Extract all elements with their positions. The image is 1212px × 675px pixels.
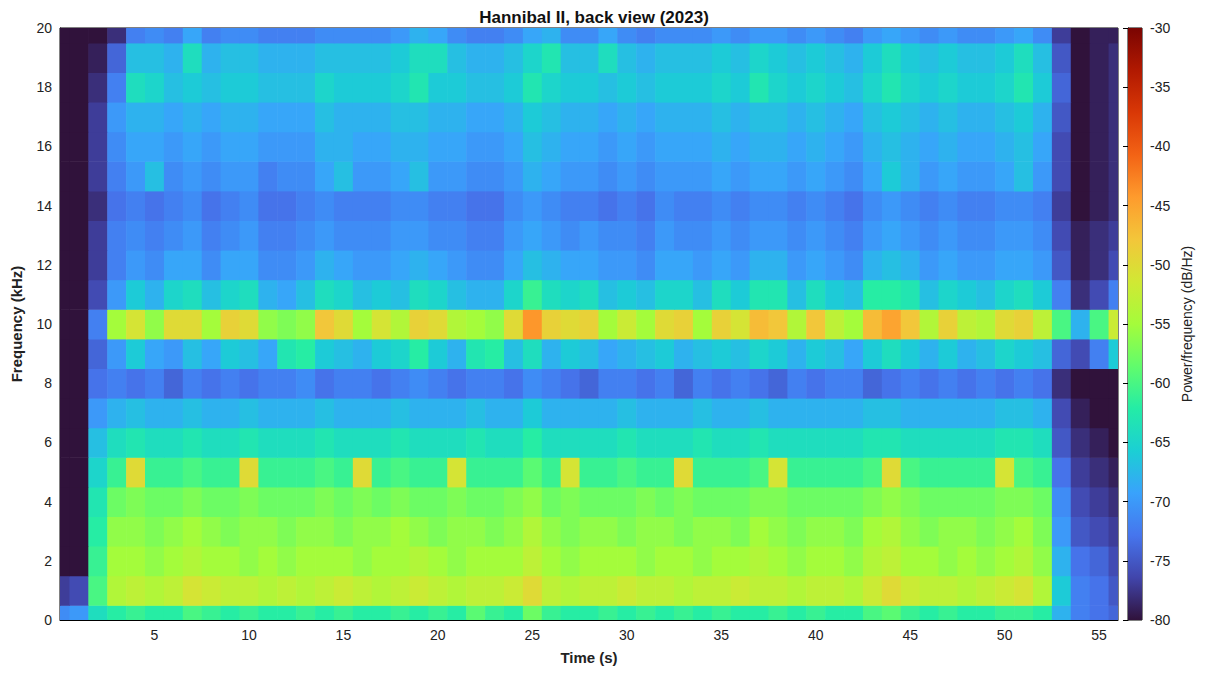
svg-text:-30: -30 xyxy=(1150,20,1170,36)
svg-text:Hannibal II, back view (2023): Hannibal II, back view (2023) xyxy=(479,8,709,27)
svg-text:-50: -50 xyxy=(1150,257,1170,273)
svg-text:20: 20 xyxy=(36,20,52,36)
svg-text:30: 30 xyxy=(619,627,635,643)
svg-text:20: 20 xyxy=(430,627,446,643)
svg-text:25: 25 xyxy=(525,627,541,643)
svg-text:14: 14 xyxy=(36,198,52,214)
svg-text:-60: -60 xyxy=(1150,375,1170,391)
svg-text:45: 45 xyxy=(902,627,918,643)
svg-text:-45: -45 xyxy=(1150,198,1170,214)
svg-text:Frequency (kHz): Frequency (kHz) xyxy=(8,266,25,383)
svg-text:6: 6 xyxy=(44,434,52,450)
svg-text:50: 50 xyxy=(997,627,1013,643)
svg-text:18: 18 xyxy=(36,79,52,95)
svg-text:Time (s): Time (s) xyxy=(560,649,617,666)
svg-text:55: 55 xyxy=(1091,627,1107,643)
svg-text:-35: -35 xyxy=(1150,79,1170,95)
svg-text:-40: -40 xyxy=(1150,138,1170,154)
svg-text:5: 5 xyxy=(151,627,159,643)
svg-text:15: 15 xyxy=(336,627,352,643)
svg-text:35: 35 xyxy=(713,627,729,643)
svg-text:8: 8 xyxy=(44,375,52,391)
svg-text:-75: -75 xyxy=(1150,553,1170,569)
svg-text:2: 2 xyxy=(44,553,52,569)
svg-text:-70: -70 xyxy=(1150,494,1170,510)
svg-text:40: 40 xyxy=(808,627,824,643)
svg-text:4: 4 xyxy=(44,494,52,510)
svg-text:16: 16 xyxy=(36,138,52,154)
svg-text:-65: -65 xyxy=(1150,434,1170,450)
svg-text:12: 12 xyxy=(36,257,52,273)
svg-text:-80: -80 xyxy=(1150,612,1170,628)
svg-text:0: 0 xyxy=(44,612,52,628)
svg-text:Power/frequency (dB/Hz): Power/frequency (dB/Hz) xyxy=(1179,246,1195,402)
svg-text:10: 10 xyxy=(241,627,257,643)
svg-text:-55: -55 xyxy=(1150,316,1170,332)
svg-text:10: 10 xyxy=(36,316,52,332)
